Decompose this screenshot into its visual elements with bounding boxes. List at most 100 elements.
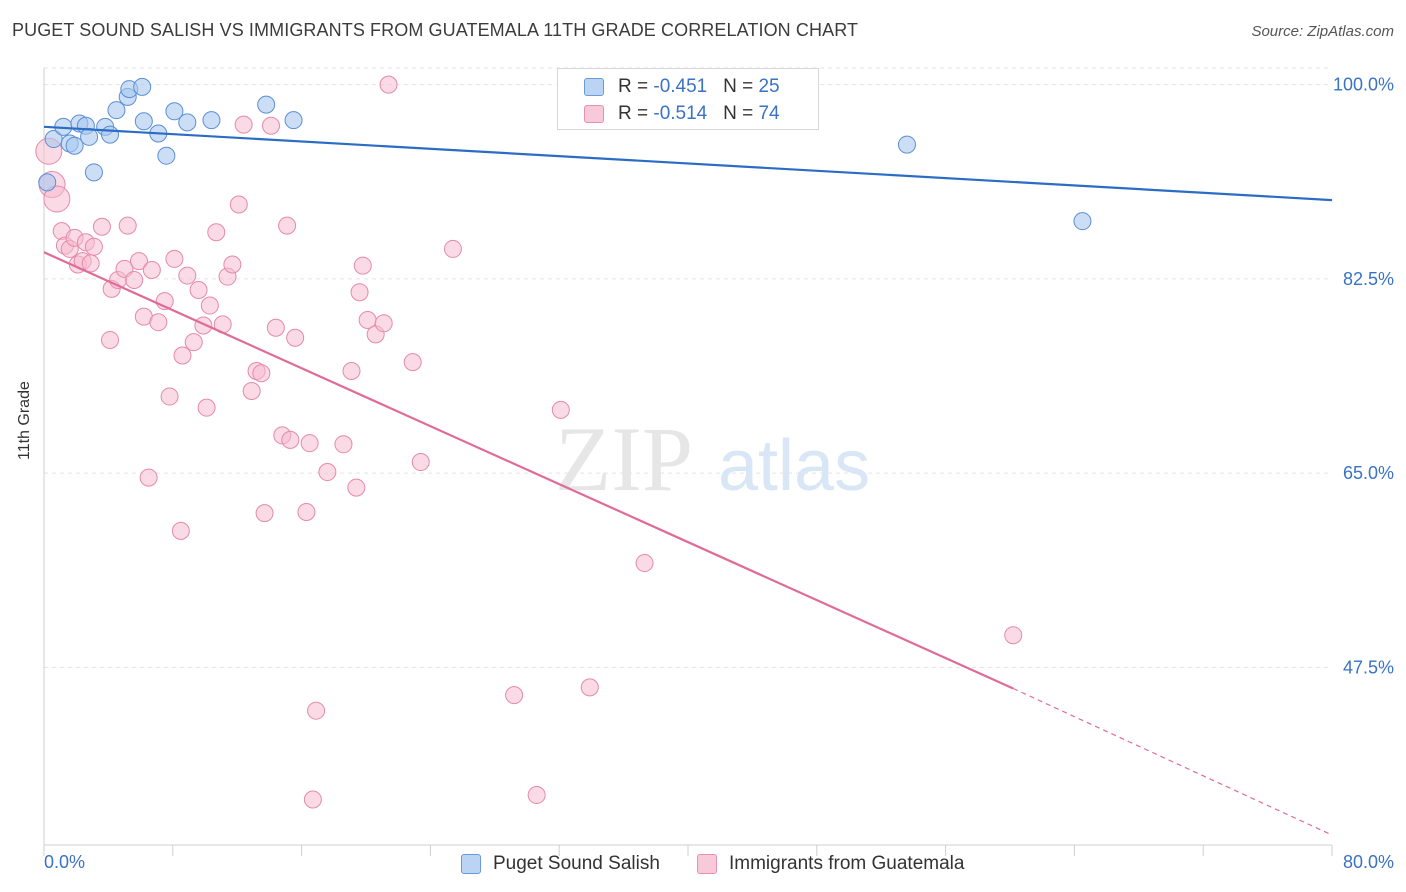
data-point-guatemala <box>171 521 190 540</box>
data-point-guatemala <box>160 387 179 406</box>
watermark: ZIP atlas <box>555 408 870 510</box>
legend-r-value: -0.514 <box>653 103 708 124</box>
data-point-puget <box>38 173 57 192</box>
data-point-guatemala <box>229 195 248 214</box>
y-tick-labels: 100.0% 82.5% 65.0% 47.5% <box>1333 75 1394 678</box>
data-point-puget <box>133 77 152 96</box>
data-point-guatemala <box>347 478 366 497</box>
legend-swatch-blue <box>584 78 604 96</box>
pink-points <box>35 75 1023 809</box>
trend-line-guatemala-extrapolated <box>1012 687 1333 836</box>
data-point-puget <box>202 111 221 130</box>
data-point-guatemala <box>125 271 144 290</box>
data-point-puget <box>101 125 120 144</box>
data-point-guatemala <box>580 678 599 697</box>
legend-swatch-pink <box>584 105 604 123</box>
y-tick-label: 100.0% <box>1333 75 1394 95</box>
trend-lines <box>43 125 1333 836</box>
bottom-legend-label-puget: Puget Sound Salish <box>493 853 660 874</box>
data-point-guatemala <box>505 686 524 705</box>
y-axis-title: 11th Grade <box>16 381 33 460</box>
data-point-guatemala <box>189 281 208 299</box>
legend-n-label: N = <box>723 76 759 97</box>
data-point-guatemala <box>297 503 316 521</box>
data-point-guatemala <box>139 468 158 487</box>
data-point-guatemala <box>334 435 353 454</box>
data-point-guatemala <box>266 318 285 337</box>
data-point-guatemala <box>1004 626 1023 645</box>
data-point-guatemala <box>234 115 253 134</box>
data-point-guatemala <box>223 255 242 274</box>
data-point-puget <box>134 112 153 131</box>
data-point-guatemala <box>207 223 226 242</box>
bottom-legend-swatch-pink <box>697 854 717 874</box>
data-point-guatemala <box>403 353 422 372</box>
data-point-guatemala <box>278 216 297 235</box>
data-point-guatemala <box>129 252 148 271</box>
bottom-legend-swatch-blue <box>461 854 481 874</box>
data-point-puget <box>257 95 276 114</box>
legend-r-label: R = <box>618 76 654 97</box>
data-point-guatemala <box>101 330 120 349</box>
data-point-puget <box>1073 212 1092 231</box>
watermark-zip: ZIP <box>555 408 693 510</box>
data-point-puget <box>165 102 184 121</box>
data-point-guatemala <box>411 453 430 472</box>
data-point-guatemala <box>173 346 192 365</box>
data-point-guatemala <box>43 185 71 213</box>
bottom-legend-label-guatemala: Immigrants from Guatemala <box>729 853 965 874</box>
data-point-guatemala <box>142 261 161 280</box>
data-point-guatemala <box>374 314 393 333</box>
x-tick-label-min: 0.0% <box>44 852 86 872</box>
data-point-guatemala <box>443 239 462 258</box>
data-point-guatemala <box>149 313 168 332</box>
data-point-guatemala <box>81 254 100 273</box>
legend-n-label: N = <box>723 103 759 124</box>
data-point-puget <box>80 127 99 146</box>
data-point-guatemala <box>303 790 322 809</box>
y-tick-label: 82.5% <box>1343 269 1394 289</box>
data-point-puget <box>107 101 126 120</box>
data-point-guatemala <box>165 249 184 268</box>
data-point-puget <box>897 135 916 154</box>
data-point-guatemala <box>527 786 546 805</box>
data-point-guatemala <box>252 364 271 383</box>
data-point-guatemala <box>379 75 398 94</box>
data-point-guatemala <box>281 430 300 449</box>
gridlines <box>44 67 1332 668</box>
data-point-puget <box>284 111 303 130</box>
data-point-guatemala <box>184 333 203 352</box>
trend-line-puget <box>43 125 1333 202</box>
data-point-guatemala <box>342 362 361 381</box>
data-point-guatemala <box>118 216 137 235</box>
data-point-guatemala <box>197 398 216 417</box>
data-point-puget <box>157 146 176 165</box>
data-point-guatemala <box>178 266 197 285</box>
legend-r-label: R = <box>618 103 654 124</box>
data-point-guatemala <box>255 504 274 523</box>
data-point-guatemala <box>307 701 326 720</box>
y-tick-label: 65.0% <box>1343 463 1394 483</box>
data-point-guatemala <box>286 328 305 347</box>
stats-legend: R = -0.451 N = 25 R = -0.514 N = 74 <box>557 68 819 130</box>
data-point-guatemala <box>262 116 281 135</box>
x-tick-label-max: 80.0% <box>1342 852 1394 872</box>
source-label: Source: ZipAtlas.com <box>1251 23 1394 40</box>
data-point-guatemala <box>635 554 654 573</box>
data-point-guatemala <box>350 283 369 302</box>
data-point-guatemala <box>200 296 219 315</box>
data-point-guatemala <box>551 400 570 419</box>
trend-line-guatemala <box>43 251 1014 690</box>
legend-n-value: 74 <box>758 103 780 124</box>
data-point-puget <box>178 113 197 132</box>
chart-title: PUGET SOUND SALISH VS IMMIGRANTS FROM GU… <box>12 20 859 40</box>
legend-r-value: -0.451 <box>653 76 708 97</box>
data-point-guatemala <box>84 237 103 256</box>
data-point-guatemala <box>92 217 111 236</box>
y-tick-label: 47.5% <box>1343 657 1394 677</box>
data-point-puget <box>65 136 84 155</box>
data-point-guatemala <box>242 382 261 401</box>
data-point-guatemala <box>353 256 372 275</box>
data-point-guatemala <box>318 463 337 482</box>
